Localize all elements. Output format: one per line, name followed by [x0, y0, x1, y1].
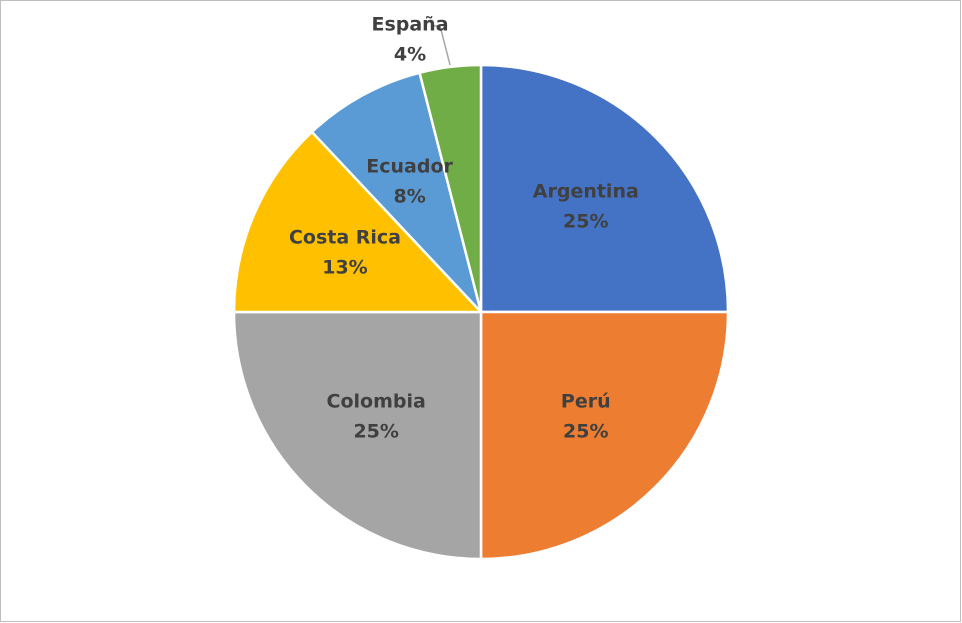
slice-label: Ecuador [366, 156, 453, 178]
slice-label: Colombia [327, 390, 426, 412]
leader-line [434, 25, 451, 66]
slice-label: Argentina [533, 181, 639, 203]
slice-value-label: 25% [563, 211, 608, 233]
slice-value-label: 25% [563, 420, 608, 442]
pie-slice [232, 130, 484, 314]
pie-slice [232, 310, 483, 561]
slice-label: España [371, 14, 448, 36]
pie-slice [479, 310, 730, 561]
slice-label: Costa Rica [289, 227, 401, 249]
slice-value-label: 4% [394, 44, 426, 66]
slice-label: Perú [561, 390, 611, 412]
pie-slice [310, 71, 483, 313]
slice-value-label: 8% [393, 186, 425, 208]
slice-value-label: 13% [322, 257, 367, 279]
pie-slice [479, 63, 730, 314]
slice-value-label: 25% [353, 420, 398, 442]
pie-slice [418, 63, 483, 313]
